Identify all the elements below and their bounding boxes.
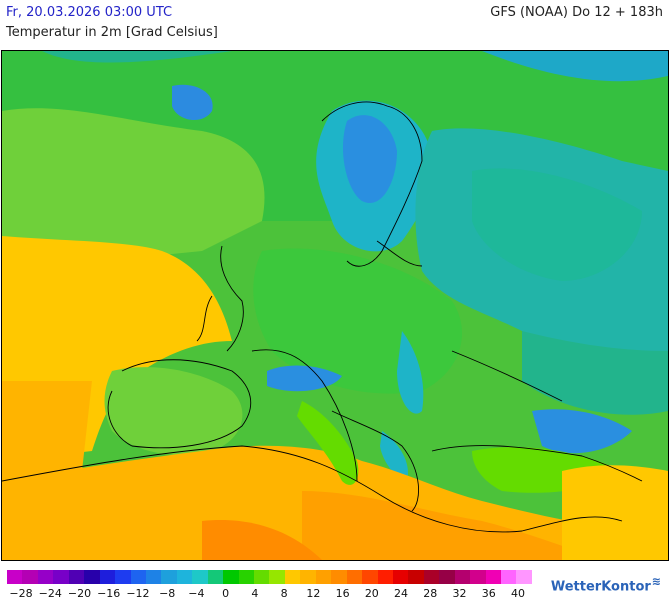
legend-swatch xyxy=(423,570,440,584)
legend-ticks: −28 −24 −20 −16 −12 −8 −4 0 4 8 12 16 20 24 28 32 36 40 xyxy=(7,587,532,600)
legend-swatch xyxy=(161,570,177,584)
legend-swatch xyxy=(53,570,69,584)
model-run: GFS (NOAA) Do 12 + 183h xyxy=(490,5,663,20)
legend-tick-label: 24 xyxy=(394,587,409,600)
legend-swatch xyxy=(454,570,471,584)
legend-swatch xyxy=(99,570,116,584)
legend-tick-label: −24 xyxy=(38,587,62,600)
legend-swatch xyxy=(315,570,332,584)
legend-swatch xyxy=(362,570,378,584)
legend-swatch xyxy=(223,570,239,584)
brand-logo: WetterKontor≋ xyxy=(551,575,661,594)
legend-tick-label: 8 xyxy=(280,587,288,600)
temperature-map xyxy=(1,50,669,561)
color-legend xyxy=(7,570,532,584)
legend-swatch xyxy=(346,570,363,584)
legend-tick-label: 40 xyxy=(511,587,525,600)
legend-tick-label: 20 xyxy=(364,587,379,600)
legend-swatch xyxy=(269,570,285,584)
legend-swatch xyxy=(485,570,501,584)
legend-swatch xyxy=(145,570,162,584)
legend-swatch xyxy=(501,570,517,584)
legend-swatch xyxy=(331,570,347,584)
legend-swatch xyxy=(408,570,424,584)
legend-swatch xyxy=(516,570,532,584)
legend-swatch xyxy=(207,570,224,584)
legend-swatch xyxy=(377,570,393,584)
legend-swatch xyxy=(130,570,146,584)
legend-swatch xyxy=(392,570,409,584)
legend-tick-label: 4 xyxy=(251,587,259,600)
legend-tick-label: −12 xyxy=(126,587,150,600)
signal-icon: ≋ xyxy=(651,575,661,588)
legend-swatch xyxy=(300,570,316,584)
legend-tick-label: −28 xyxy=(9,587,33,600)
valid-time: Fr, 20.03.2026 03:00 UTC xyxy=(6,5,173,20)
legend-tick-label: 16 xyxy=(335,587,350,600)
legend-tick-label: −20 xyxy=(67,587,92,600)
legend-tick-label: 12 xyxy=(306,587,321,600)
legend-swatch xyxy=(284,570,301,584)
legend-tick-label: −4 xyxy=(188,587,205,600)
legend-swatch xyxy=(254,570,270,584)
legend-swatch xyxy=(192,570,208,584)
legend-tick-label: −16 xyxy=(97,587,121,600)
legend-swatch xyxy=(22,570,38,584)
legend-swatch xyxy=(238,570,254,584)
legend-tick-label: −8 xyxy=(159,587,176,600)
legend-swatch xyxy=(7,570,23,584)
legend-tick-label: 32 xyxy=(452,587,467,600)
coastlines xyxy=(2,101,643,533)
legend-tick-label: 28 xyxy=(423,587,438,600)
legend-swatch xyxy=(439,570,455,584)
legend-swatch xyxy=(37,570,54,584)
legend-tick-label: 0 xyxy=(222,587,230,600)
variable-title: Temperatur in 2m [Grad Celsius] xyxy=(6,25,218,40)
legend-swatch xyxy=(115,570,131,584)
legend-swatch xyxy=(470,570,486,584)
legend-swatch xyxy=(176,570,193,584)
legend-tick-label: 36 xyxy=(481,587,496,600)
brand-name: WetterKontor xyxy=(550,579,651,595)
legend-swatch xyxy=(68,570,85,584)
legend-swatch xyxy=(84,570,100,584)
